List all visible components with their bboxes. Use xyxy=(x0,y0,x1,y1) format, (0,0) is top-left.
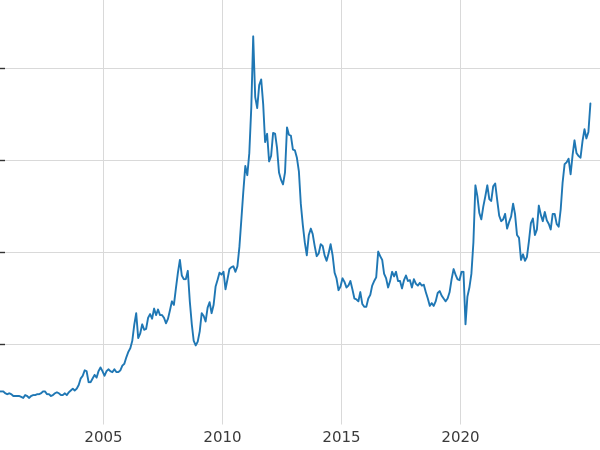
price-line xyxy=(0,35,592,399)
x-tick-label: 2010 xyxy=(203,428,242,446)
x-tick-label: 2015 xyxy=(322,428,361,446)
x-tick-label: 2020 xyxy=(441,428,480,446)
x-tick-label: 2005 xyxy=(84,428,123,446)
